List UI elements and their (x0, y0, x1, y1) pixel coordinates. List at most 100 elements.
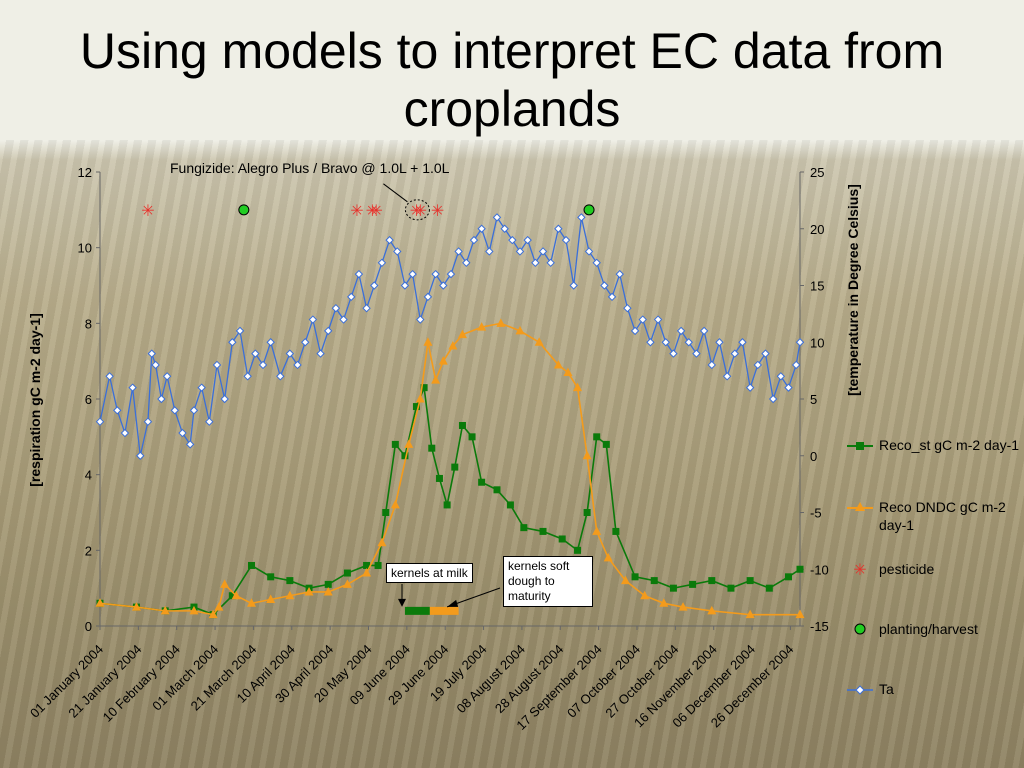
y-tick-label: 6 (85, 392, 92, 407)
kernels-at-milk-label: kernels at milk (386, 563, 473, 583)
ta-point (538, 247, 548, 256)
ta-point (308, 315, 318, 324)
reco-dndc-point (214, 602, 224, 611)
background-field-photo (0, 140, 1024, 768)
ta-point (492, 213, 502, 222)
legend-label: Reco_st gC m-2 day-1 (879, 437, 1020, 453)
reco-dndc-point (423, 337, 433, 346)
reco-dndc-point (592, 526, 602, 535)
reco-dndc-point (582, 450, 592, 460)
y2-tick-label: -15 (810, 619, 829, 634)
reco-st-point (650, 577, 658, 585)
svg-text:✳: ✳ (853, 562, 866, 576)
reco-st-point (443, 501, 451, 509)
legend-label: Reco DNDC gC m-2 day-1 (879, 499, 1006, 533)
ta-point (753, 360, 763, 370)
planting-harvest-marker (583, 204, 595, 216)
reco-dndc-point (323, 586, 333, 596)
y2-tick-label: 10 (810, 335, 824, 350)
y2-tick-label: 5 (810, 392, 817, 407)
ta-point (170, 406, 180, 415)
phase-bar-segment-0 (404, 606, 430, 615)
reco-dndc-point (208, 609, 218, 619)
reco-st-point (420, 384, 428, 392)
legend-circle-marker-icon (854, 623, 866, 635)
ta-point (266, 338, 275, 347)
reco-dndc-point (477, 322, 487, 331)
pesticide-marker: ✳ (141, 203, 154, 220)
ta-point (508, 235, 517, 245)
reco-st-point (506, 501, 514, 509)
ta-point (684, 338, 693, 347)
reco-st-point (796, 565, 804, 573)
ta-point (151, 360, 160, 370)
fungicide-highlight-circle (404, 199, 430, 221)
ta-point (715, 338, 724, 347)
ta-point (393, 247, 402, 256)
planting-harvest-marker (238, 204, 250, 216)
reco-st-point (765, 584, 773, 592)
ta-point (408, 269, 417, 279)
dough-arrow-head (447, 599, 459, 607)
ta-point (243, 372, 252, 381)
ta-point (113, 406, 122, 415)
ta-point (600, 281, 609, 290)
fungicide-arrow (383, 183, 408, 203)
ta-point (197, 383, 206, 392)
reco-dndc-point (678, 602, 688, 611)
reco-dndc-point (131, 602, 141, 611)
ta-point (178, 428, 187, 438)
page-title: Using models to interpret EC data from c… (79, 23, 945, 137)
ta-point (431, 269, 440, 279)
reco-dndc-point (231, 590, 241, 600)
reco-st-point (382, 509, 390, 516)
y2-axis-title: [temperature in Degree Celsius] (845, 184, 861, 396)
ta-point (377, 258, 387, 268)
legend-label: planting/harvest (879, 621, 978, 637)
ta-point (136, 451, 145, 460)
kernels-soft-dough-label: kernels soft dough to maturity (503, 556, 593, 607)
reco-st-point (267, 573, 275, 581)
reco-st-point (558, 535, 566, 543)
y2-tick-label: 25 (810, 165, 824, 180)
ta-point (251, 349, 260, 358)
reco-st-point (478, 478, 486, 486)
ta-point (469, 235, 479, 245)
ta-point (546, 258, 555, 268)
reco-st-point (708, 577, 716, 585)
ta-point (531, 258, 540, 268)
ta-point (339, 315, 348, 324)
reco-st-point (746, 577, 754, 585)
ta-point (220, 394, 229, 404)
ta-point (669, 349, 678, 358)
ta-point (95, 417, 105, 426)
ta-point (584, 247, 594, 256)
ta-point (454, 247, 463, 256)
y-tick-label: 4 (85, 468, 92, 483)
ta-point (485, 247, 494, 256)
y-axis-title: [respiration gC m-2 day-1] (27, 313, 43, 486)
pesticide-marker: ✳ (366, 203, 379, 220)
reco-dndc-point (534, 337, 544, 346)
reco-st-point (727, 584, 735, 592)
legend-asterisk-marker-icon: ✳ (853, 562, 866, 576)
ta-point (147, 349, 156, 358)
reco-st-point (451, 463, 459, 471)
ta-point (324, 326, 333, 336)
ta-point (400, 281, 410, 290)
ta-point (416, 315, 425, 324)
reco-dndc-point (745, 609, 755, 619)
ta-point (128, 383, 137, 392)
reco-st-point (391, 440, 399, 448)
y-tick-label: 8 (85, 316, 92, 331)
reco-st-point (468, 433, 476, 441)
series-line-0 (99, 384, 801, 616)
ta-point (162, 372, 172, 381)
reco-st-point (612, 527, 620, 535)
reco-st-point (374, 561, 382, 569)
ta-point (561, 235, 571, 245)
reco-st-point (574, 546, 582, 554)
reco-st-point (435, 474, 443, 482)
x-tick-label: 08 August 2004 (454, 642, 529, 717)
reco-st-point (248, 561, 256, 569)
